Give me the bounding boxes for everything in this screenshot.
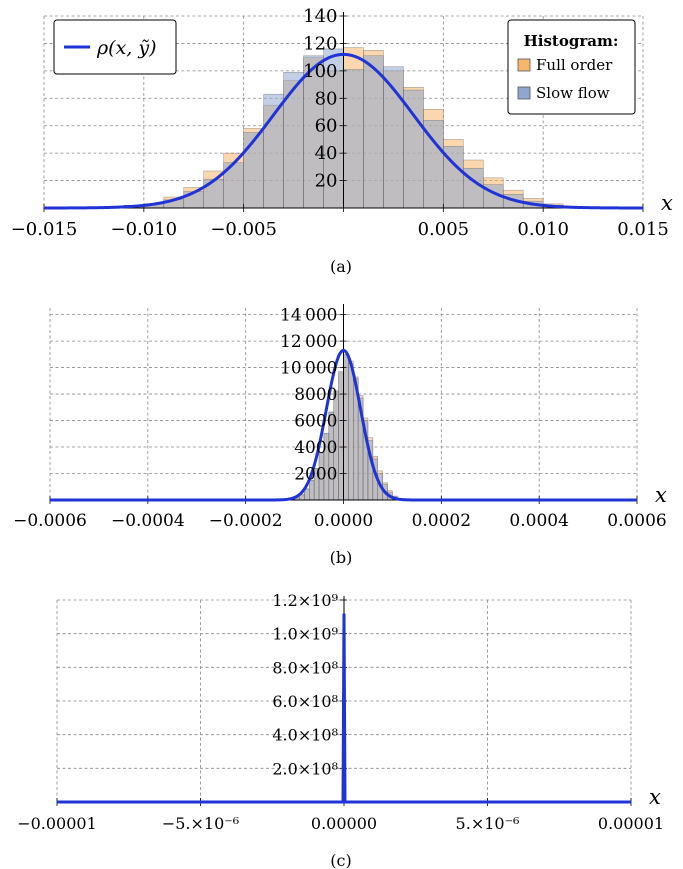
- y-tick-label: 120: [303, 33, 337, 54]
- x-tick-label: −0.0004: [111, 511, 185, 531]
- y-tick-label: 100: [303, 61, 337, 82]
- curve-legend-box: [53, 19, 177, 75]
- x-tick-label: −0.0002: [209, 511, 283, 531]
- x-tick-label: −0.00001: [17, 814, 97, 833]
- x-tick-label: 0.00001: [598, 814, 664, 833]
- x-tick-label: 0.0000: [314, 511, 373, 531]
- panel-a-chart: −0.015 −0.010 −0.005 0.005 0.010 0.015 20 40 60 8…: [11, 6, 673, 276]
- y-tick-label: 10 000: [280, 359, 337, 379]
- x-tick-label: 0.015: [617, 219, 669, 240]
- panel-c-chart: −0.00001 −5.×10⁻⁶ 0.00000 5.×10⁻⁶ 0.00001 2.0…: [17, 591, 664, 869]
- histogram-legend-box: [507, 19, 636, 115]
- histogram-bar: [343, 69, 364, 209]
- x-axis-label: x: [655, 483, 667, 507]
- histogram-bar: [243, 132, 264, 209]
- x-tick-label: −5.×10⁻⁶: [162, 814, 239, 833]
- panel-label: (b): [330, 548, 353, 567]
- density-curve: [44, 52, 643, 210]
- y-tick-label: 2000: [294, 465, 337, 485]
- x-tick-label: 0.010: [517, 219, 569, 240]
- x-tick-label: 0.00000: [311, 814, 377, 833]
- x-tick-label: −0.010: [111, 219, 178, 240]
- density-curve: [57, 613, 631, 804]
- y-tick-label: 8000: [294, 385, 337, 405]
- histogram-bar: [263, 93, 284, 209]
- histogram-bar: [283, 71, 304, 209]
- y-tick-label: 1.0×10⁹: [272, 625, 338, 644]
- panel-label: (c): [330, 851, 351, 869]
- x-tick-label: 0.0006: [607, 511, 666, 531]
- x-tick-label: −0.005: [210, 219, 277, 240]
- histogram-bar: [304, 489, 310, 501]
- histogram-bar: [363, 55, 384, 209]
- y-tick-label: 14 000: [280, 306, 337, 326]
- y-tick-label: 1.2×10⁹: [272, 591, 338, 610]
- histogram-bar: [348, 363, 354, 501]
- x-axis-label: x: [649, 785, 661, 809]
- y-tick-label: 4.0×10⁸: [272, 726, 338, 745]
- legend-swatch-slow-flow: [517, 86, 531, 100]
- panel-b-chart: −0.0006 −0.0004 −0.0002 0.0000 0.0002 0.0004 0…: [13, 304, 667, 567]
- y-tick-label: 80: [315, 88, 338, 109]
- x-tick-label: 0.0004: [509, 511, 568, 531]
- y-tick-label: 6000: [294, 412, 337, 432]
- x-tick-label: −0.0006: [13, 511, 87, 531]
- y-tick-label: 8.0×10⁸: [272, 658, 338, 677]
- x-tick-label: 5.×10⁻⁶: [456, 814, 520, 833]
- x-tick-label: −0.015: [11, 219, 78, 240]
- y-tick-label: 60: [315, 116, 338, 137]
- histogram-legend-title: Histogram:: [524, 32, 619, 50]
- histogram-bar: [343, 354, 349, 501]
- legend-label-full-order: Full order: [536, 56, 613, 74]
- y-tick-label: 2.0×10⁸: [272, 759, 338, 778]
- y-tick-label: 4000: [294, 438, 337, 458]
- legend-swatch-full-order: [517, 58, 531, 72]
- histogram-bar: [203, 178, 224, 209]
- y-tick-label: 12 000: [280, 332, 337, 352]
- density-curve: [50, 348, 637, 502]
- legend-label-slow-flow: Slow flow: [536, 84, 610, 102]
- x-tick-label: 0.0002: [412, 511, 471, 531]
- x-tick-label: 0.005: [418, 219, 470, 240]
- y-tick-label: 6.0×10⁸: [272, 692, 338, 711]
- histogram-bar: [338, 371, 344, 501]
- panel-label: (a): [330, 257, 352, 276]
- y-tick-label: 140: [303, 6, 337, 27]
- y-tick-label: 20: [315, 171, 338, 192]
- x-axis-label: x: [661, 191, 673, 215]
- curve-legend-label: ρ(x, ỹ): [96, 37, 157, 59]
- y-tick-label: 40: [315, 143, 338, 164]
